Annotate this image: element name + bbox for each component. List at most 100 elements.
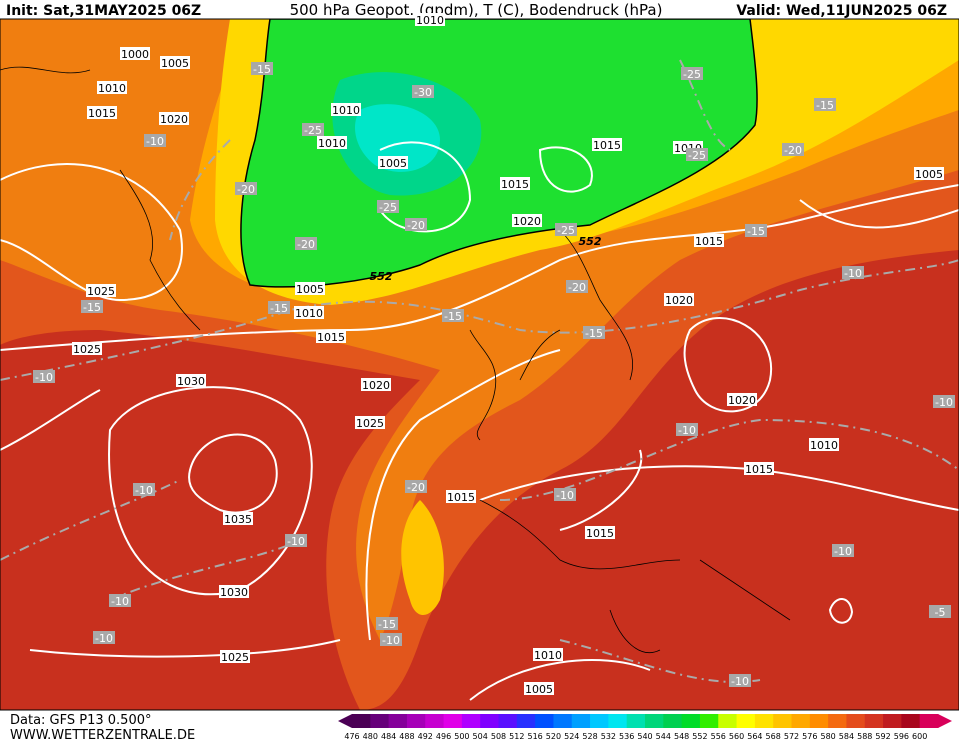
temperature-label-box: [442, 309, 464, 322]
temperature-label: -10: [146, 135, 164, 148]
temperature-label-box: [405, 218, 427, 231]
isobar-label: 1020: [728, 394, 756, 407]
labels: 1010 1000 1005 1010 1015 1020 1010 1010 1005 1015…: [33, 13, 955, 696]
temperature-label-box: [295, 237, 317, 250]
isobar-label-box: [316, 330, 346, 343]
colorbar-label: 576: [802, 732, 817, 741]
isobar-label: 1015: [501, 178, 529, 191]
temperature-label: -5: [935, 606, 946, 619]
colorbar-label: 544: [656, 732, 671, 741]
field-yellow-spot: [401, 500, 444, 615]
isobar-label-box: [355, 416, 385, 429]
colorbar-arrow-right: [938, 714, 952, 728]
isobar-label: 1025: [87, 285, 115, 298]
isobar-label: 1005: [915, 168, 943, 181]
temperature-label: -10: [556, 489, 574, 502]
temperature-label: -15: [83, 301, 101, 314]
temperature-label-box: [144, 134, 166, 147]
isobar-label-box: [744, 462, 774, 475]
temperature-label-box: [555, 223, 577, 236]
isobar-label-box: [86, 284, 116, 297]
temperature-label: -25: [688, 149, 706, 162]
isobar-label: 1015: [695, 235, 723, 248]
colorbar-swatch: [370, 714, 390, 728]
temperature-label: -15: [585, 327, 603, 340]
temperature-label-box: [676, 423, 698, 436]
colorbar-swatch: [754, 714, 774, 728]
isobar-label: 1000: [121, 48, 149, 61]
colorbar-swatch: [919, 714, 939, 728]
temperature-label: -10: [834, 545, 852, 558]
isobar-label: 1025: [221, 651, 249, 664]
colorbar-label: 564: [747, 732, 762, 741]
site-url: WWW.WETTERZENTRALE.DE: [10, 728, 195, 741]
temperature-label-box: [251, 62, 273, 75]
geopotential-label: 552: [579, 235, 602, 248]
isobar-label: 1005: [296, 283, 324, 296]
temperature-label-box: [554, 488, 576, 501]
isobar-label-box: [223, 512, 253, 525]
colorbar-label: 492: [418, 732, 433, 741]
colorbar-swatch: [681, 714, 701, 728]
colorbar-label: 504: [473, 732, 488, 741]
isobar-label-box: [378, 156, 408, 169]
geopotential-label: 552: [370, 270, 393, 283]
temperature-label-box: [929, 605, 951, 618]
colorbar-label: 552: [692, 732, 707, 741]
temperature-label: -25: [557, 224, 575, 237]
isobar-label-box: [415, 13, 445, 26]
colorbar-swatch: [809, 714, 829, 728]
map-field: [0, 19, 959, 710]
isobar-label-box: [809, 438, 839, 451]
colorbar-swatch: [864, 714, 884, 728]
temperature-label: -10: [111, 595, 129, 608]
colorbar-label: 572: [784, 732, 799, 741]
colorbar-swatch: [626, 714, 646, 728]
temperature-label: -15: [253, 63, 271, 76]
isobar-label-box: [512, 214, 542, 227]
colorbar-label: 524: [564, 732, 579, 741]
isobar-label-box: [331, 103, 361, 116]
isobar-label: 1005: [161, 57, 189, 70]
isobar-label: 1015: [745, 463, 773, 476]
temperature-label-box: [686, 148, 708, 161]
temperature-label: -25: [379, 201, 397, 214]
isobar-label-box: [120, 47, 150, 60]
temperature-label: -10: [382, 634, 400, 647]
init-time: Init: Sat,31MAY2025 06Z: [6, 3, 201, 19]
isobar-label: 1035: [224, 513, 252, 526]
temperature-label-box: [268, 301, 290, 314]
colorbar-swatch: [663, 714, 683, 728]
map-frame: [0, 18, 959, 711]
colorbar-swatch: [645, 714, 664, 728]
colorbar: 476 480 484 488 492 496 500 504 508 512 516 520 524 5…: [338, 714, 952, 741]
temperature-label: -10: [935, 396, 953, 409]
colorbar-label: 540: [637, 732, 652, 741]
valid-time: Valid: Wed,11JUN2025 06Z: [736, 3, 947, 19]
isobar-label: 1010: [534, 649, 562, 662]
colorbar-swatch: [590, 714, 609, 728]
isobar-label: 1020: [665, 294, 693, 307]
isobar-label: 1010: [295, 307, 323, 320]
colorbar-label: 596: [894, 732, 909, 741]
temperature-label: -20: [407, 481, 425, 494]
isobar-label-box: [72, 342, 102, 355]
isobar-label-box: [87, 106, 117, 119]
coastlines: [0, 66, 791, 653]
temperature-label: -10: [287, 535, 305, 548]
temperature-label: -25: [304, 124, 322, 137]
isobar-label-box: [694, 234, 724, 247]
isobar-label: 1015: [447, 491, 475, 504]
colorbar-swatch: [571, 714, 591, 728]
isobar-label: 1010: [98, 82, 126, 95]
isobar-label-box: [500, 177, 530, 190]
colorbar-swatch: [846, 714, 866, 728]
temperature-label: -20: [407, 219, 425, 232]
temperature-label-box: [405, 480, 427, 493]
colorbar-swatch: [352, 714, 371, 728]
temperature-label: -30: [414, 86, 432, 99]
map-title: 500 hPa Geopot. (gpdm), T (C), Bodendruc…: [290, 1, 663, 19]
colorbar-label: 496: [436, 732, 451, 741]
colorbar-label: 580: [820, 732, 835, 741]
temperature-label-box: [814, 98, 836, 111]
